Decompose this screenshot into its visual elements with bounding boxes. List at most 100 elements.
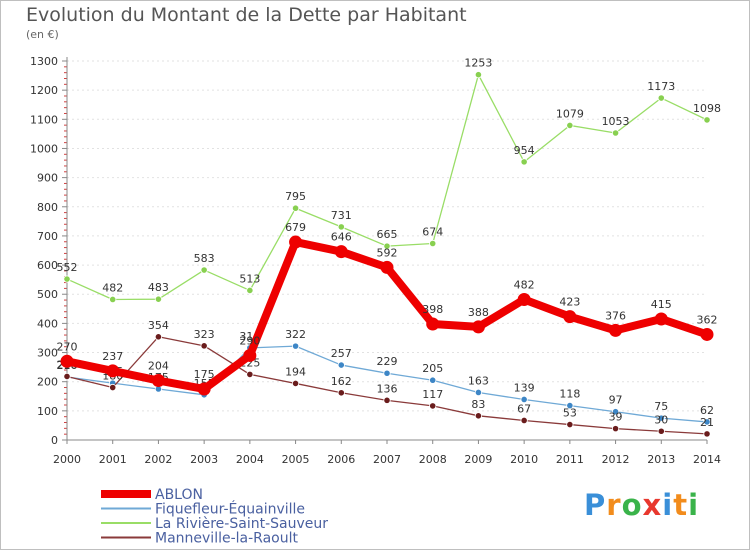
x-tick-label-2012: 2012 <box>602 453 630 466</box>
data-point-manneville-la-raoult <box>520 416 528 425</box>
data-label-ablon: 237 <box>102 350 123 363</box>
y-tick-label-900: 900 <box>37 172 58 185</box>
data-label-manneville-la-raoult: 162 <box>331 375 352 388</box>
data-label-fiquefleur-quainville: 97 <box>609 394 623 407</box>
data-label-manneville-la-raoult: 83 <box>471 398 485 411</box>
data-label-la-rivi-re-saint-sauveur: 483 <box>148 281 169 294</box>
data-label-fiquefleur-quainville: 118 <box>559 388 580 401</box>
data-label-ablon: 415 <box>651 298 672 311</box>
data-point-la-rivi-re-saint-sauveur <box>291 204 300 212</box>
data-point-ablon <box>197 382 211 396</box>
data-label-manneville-la-raoult: 194 <box>285 365 306 378</box>
data-point-fiquefleur-quainville <box>337 361 345 369</box>
data-point-ablon <box>334 245 348 259</box>
data-point-fiquefleur-quainville <box>474 388 483 397</box>
data-label-fiquefleur-quainville: 75 <box>654 400 668 413</box>
logo-letter: i <box>662 488 674 522</box>
legend-label-manneville-la-raoult: Manneville-la-Raoult <box>155 531 298 547</box>
data-point-la-rivi-re-saint-sauveur <box>246 286 254 295</box>
data-label-manneville-la-raoult: 323 <box>194 328 215 341</box>
data-label-la-rivi-re-saint-sauveur: 731 <box>331 209 352 222</box>
data-point-fiquefleur-quainville <box>611 408 620 416</box>
data-point-manneville-la-raoult <box>63 372 71 381</box>
data-point-fiquefleur-quainville <box>383 369 391 377</box>
data-label-ablon: 398 <box>422 303 443 316</box>
y-tick-label-500: 500 <box>37 288 58 301</box>
data-label-ablon: 482 <box>514 278 535 291</box>
data-point-manneville-la-raoult <box>611 425 620 433</box>
data-point-manneville-la-raoult <box>109 383 117 392</box>
data-label-la-rivi-re-saint-sauveur: 1173 <box>647 80 675 93</box>
data-point-ablon <box>654 312 668 326</box>
data-label-fiquefleur-quainville: 62 <box>700 404 714 417</box>
logo-letter: r <box>606 488 622 522</box>
data-point-ablon <box>243 348 257 362</box>
data-point-fiquefleur-quainville <box>703 418 711 426</box>
data-point-la-rivi-re-saint-sauveur <box>703 116 711 124</box>
data-label-ablon: 204 <box>148 360 169 373</box>
logo-letter: o <box>621 488 643 522</box>
data-point-fiquefleur-quainville <box>291 342 300 350</box>
data-label-fiquefleur-quainville: 257 <box>331 347 352 360</box>
y-tick-label-200: 200 <box>37 376 58 389</box>
data-point-fiquefleur-quainville <box>520 395 528 404</box>
data-point-fiquefleur-quainville <box>429 376 437 384</box>
data-label-manneville-la-raoult: 53 <box>563 407 577 420</box>
data-label-ablon: 376 <box>605 309 626 322</box>
y-tick-label-0: 0 <box>51 434 58 447</box>
x-tick-label-2002: 2002 <box>144 453 172 466</box>
y-tick-label-1300: 1300 <box>30 55 58 68</box>
data-point-la-rivi-re-saint-sauveur <box>611 129 620 137</box>
data-label-ablon: 362 <box>697 313 718 326</box>
x-tick-label-2009: 2009 <box>464 453 492 466</box>
data-point-ablon <box>517 292 531 306</box>
data-point-ablon <box>106 364 120 378</box>
data-point-ablon <box>426 317 440 331</box>
data-label-la-rivi-re-saint-sauveur: 552 <box>57 261 78 274</box>
data-label-manneville-la-raoult: 21 <box>700 416 714 429</box>
chart-title: Evolution du Montant de la Dette par Hab… <box>26 4 467 26</box>
data-label-la-rivi-re-saint-sauveur: 583 <box>194 252 215 265</box>
data-point-la-rivi-re-saint-sauveur <box>566 121 574 130</box>
x-tick-label-2011: 2011 <box>556 453 584 466</box>
data-point-ablon <box>609 323 623 337</box>
data-point-manneville-la-raoult <box>429 402 437 410</box>
data-label-la-rivi-re-saint-sauveur: 795 <box>285 190 306 203</box>
y-tick-label-700: 700 <box>37 230 58 243</box>
legend-label-la-rivi-re-saint-sauveur: La Rivière-Saint-Sauveur <box>155 516 328 532</box>
x-tick-label-2014: 2014 <box>693 453 721 466</box>
data-point-ablon <box>60 354 74 368</box>
x-tick-label-2010: 2010 <box>510 453 538 466</box>
y-tick-label-1200: 1200 <box>30 84 58 97</box>
data-label-ablon: 679 <box>285 221 306 234</box>
data-point-manneville-la-raoult <box>200 342 208 350</box>
x-tick-label-2008: 2008 <box>419 453 447 466</box>
data-point-la-rivi-re-saint-sauveur <box>657 94 665 102</box>
data-point-manneville-la-raoult <box>474 412 483 420</box>
data-label-fiquefleur-quainville: 229 <box>377 355 398 368</box>
logo-letter: x <box>642 488 663 522</box>
data-label-manneville-la-raoult: 136 <box>377 382 398 395</box>
data-label-ablon: 290 <box>239 334 260 347</box>
logo-letter: i <box>688 488 700 522</box>
y-tick-label-800: 800 <box>37 201 58 214</box>
y-tick-label-1100: 1100 <box>30 113 58 126</box>
data-point-la-rivi-re-saint-sauveur <box>200 266 208 274</box>
data-point-la-rivi-re-saint-sauveur <box>520 158 528 166</box>
data-label-la-rivi-re-saint-sauveur: 954 <box>514 144 535 157</box>
data-point-fiquefleur-quainville <box>566 401 574 410</box>
data-point-la-rivi-re-saint-sauveur <box>429 239 437 248</box>
data-point-manneville-la-raoult <box>246 370 254 379</box>
data-point-ablon <box>700 327 714 341</box>
data-point-la-rivi-re-saint-sauveur <box>383 242 391 250</box>
data-label-manneville-la-raoult: 67 <box>517 402 531 415</box>
legend-label-ablon: ABLON <box>155 487 203 503</box>
data-label-la-rivi-re-saint-sauveur: 1253 <box>464 57 492 70</box>
data-point-la-rivi-re-saint-sauveur <box>154 295 163 303</box>
x-tick-label-2013: 2013 <box>647 453 675 466</box>
data-point-manneville-la-raoult <box>703 430 711 438</box>
x-tick-label-2004: 2004 <box>236 453 264 466</box>
data-point-ablon <box>471 320 485 334</box>
data-point-la-rivi-re-saint-sauveur <box>63 275 71 283</box>
